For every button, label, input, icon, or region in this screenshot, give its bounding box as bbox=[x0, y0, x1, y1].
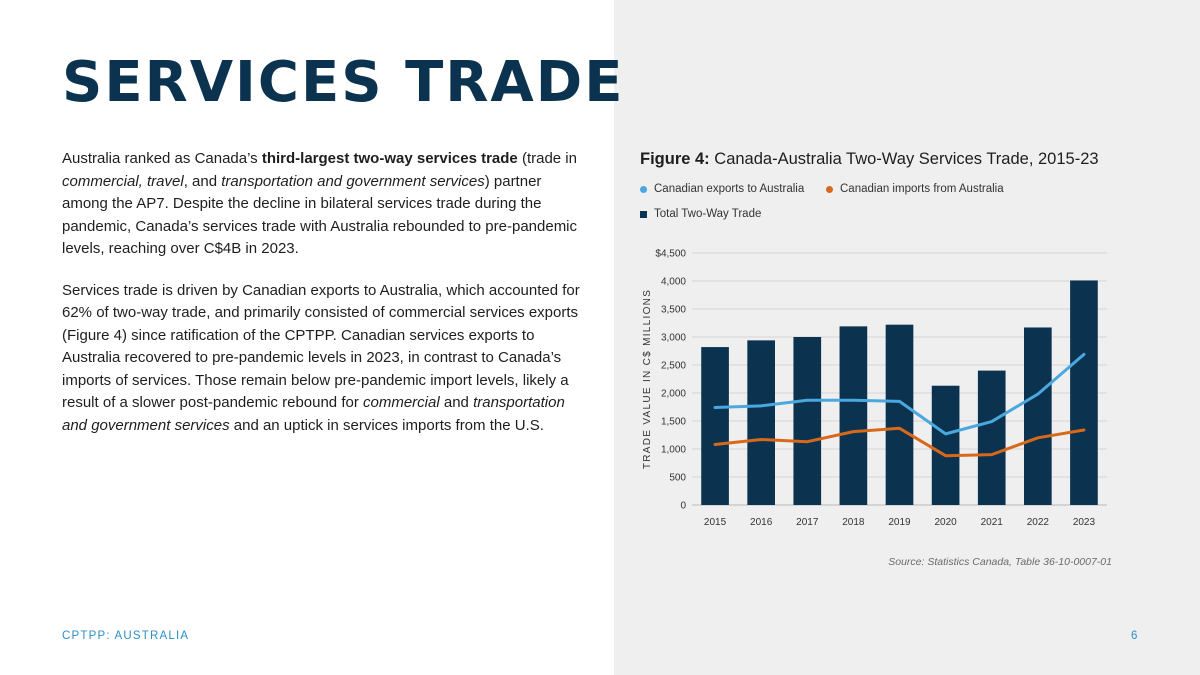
chart-source: Source: Statistics Canada, Table 36-10-0… bbox=[888, 556, 1112, 568]
legend-total: Total Two-Way Trade bbox=[640, 208, 761, 220]
x-tick-label: 2016 bbox=[750, 517, 773, 528]
paragraph1-run: (trade in bbox=[517, 150, 577, 167]
bar-total-2016 bbox=[747, 340, 775, 505]
legend-exports-marker bbox=[640, 185, 647, 193]
legend-exports: Canadian exports to Australia bbox=[640, 183, 804, 195]
y-tick-label: 3,500 bbox=[661, 305, 686, 316]
paragraph-1: Australia ranked as Canada’s third-large… bbox=[62, 148, 587, 261]
paragraph2-run: and an uptick in services imports from t… bbox=[229, 416, 544, 434]
y-tick-label: 2,000 bbox=[661, 389, 686, 400]
x-tick-label: 2019 bbox=[888, 517, 911, 528]
footer-section-label: CPTPP: AUSTRALIA bbox=[62, 630, 190, 642]
y-tick-label: 0 bbox=[680, 501, 686, 512]
y-tick-label: 1,500 bbox=[661, 417, 686, 428]
page-title: SERVICES TRADE bbox=[62, 50, 625, 115]
line-exports bbox=[713, 352, 1086, 436]
paragraph1-run: , and bbox=[183, 172, 222, 190]
paragraph1-run: Australia ranked as Canada’s bbox=[62, 150, 262, 167]
figure-title: Figure 4: Canada-Australia Two-Way Servi… bbox=[640, 150, 1099, 169]
bar-total-2019 bbox=[885, 324, 914, 505]
legend-total-label: Total Two-Way Trade bbox=[654, 208, 762, 220]
paragraph-2: Services trade is driven by Canadian exp… bbox=[62, 280, 587, 438]
bar-total-2021 bbox=[977, 370, 1006, 505]
paragraph2-run: commercial bbox=[363, 394, 440, 411]
paragraph1-run: commercial, travel bbox=[62, 172, 184, 190]
y-tick-label: 3,000 bbox=[661, 333, 686, 344]
x-tick-label: 2020 bbox=[934, 517, 957, 528]
legend-imports-marker bbox=[826, 185, 833, 193]
x-tick-label: 2023 bbox=[1073, 517, 1096, 528]
y-tick-label: 500 bbox=[669, 473, 686, 484]
paragraph2-run: Services trade is driven by Canadian exp… bbox=[62, 281, 580, 412]
paragraph1-run: transportation and government services bbox=[221, 172, 485, 190]
body-text: Australia ranked as Canada’s third-large… bbox=[62, 148, 587, 456]
legend-total-marker bbox=[640, 210, 647, 218]
paragraph1-run: third-largest two-way services trade bbox=[261, 150, 518, 167]
bar-total-2022 bbox=[1024, 327, 1052, 505]
bar-total-2017 bbox=[793, 337, 822, 505]
y-tick-label: $4,500 bbox=[655, 249, 686, 260]
x-tick-label: 2017 bbox=[796, 517, 819, 528]
legend-exports-label: Canadian exports to Australia bbox=[654, 183, 805, 195]
legend-imports: Canadian imports from Australia bbox=[826, 183, 1004, 195]
page-number: 6 bbox=[1131, 630, 1138, 642]
y-tick-label: 2,500 bbox=[661, 361, 686, 372]
bar-total-2015 bbox=[701, 347, 729, 505]
line-imports bbox=[713, 426, 1086, 458]
paragraph2-run: and bbox=[439, 394, 474, 411]
chart: 0 500 1,000 1,500 2,000 2,500 3,000 3,500 4,000 $… bbox=[642, 249, 1107, 528]
bar-total-2018 bbox=[839, 326, 868, 505]
bar-total-2020 bbox=[931, 385, 960, 505]
legend-imports-label: Canadian imports from Australia bbox=[840, 183, 1004, 195]
y-axis-title: TRADE VALUE IN C$ MILLIONS bbox=[642, 289, 653, 469]
x-tick-label: 2022 bbox=[1027, 517, 1050, 528]
figure-label: Figure 4: bbox=[640, 150, 710, 168]
y-tick-label: 1,000 bbox=[661, 445, 686, 456]
paragraph2-run: transportation and government services bbox=[62, 394, 565, 434]
bar-total-2023 bbox=[1070, 280, 1098, 505]
y-tick-label: 4,000 bbox=[661, 277, 686, 288]
figure-caption: Canada-Australia Two-Way Services Trade,… bbox=[714, 150, 1099, 168]
x-tick-label: 2018 bbox=[842, 517, 865, 528]
paragraph1-run: ) partner among the AP7. Despite the dec… bbox=[62, 172, 578, 258]
x-tick-label: 2015 bbox=[704, 517, 727, 528]
x-tick-label: 2021 bbox=[981, 517, 1004, 528]
